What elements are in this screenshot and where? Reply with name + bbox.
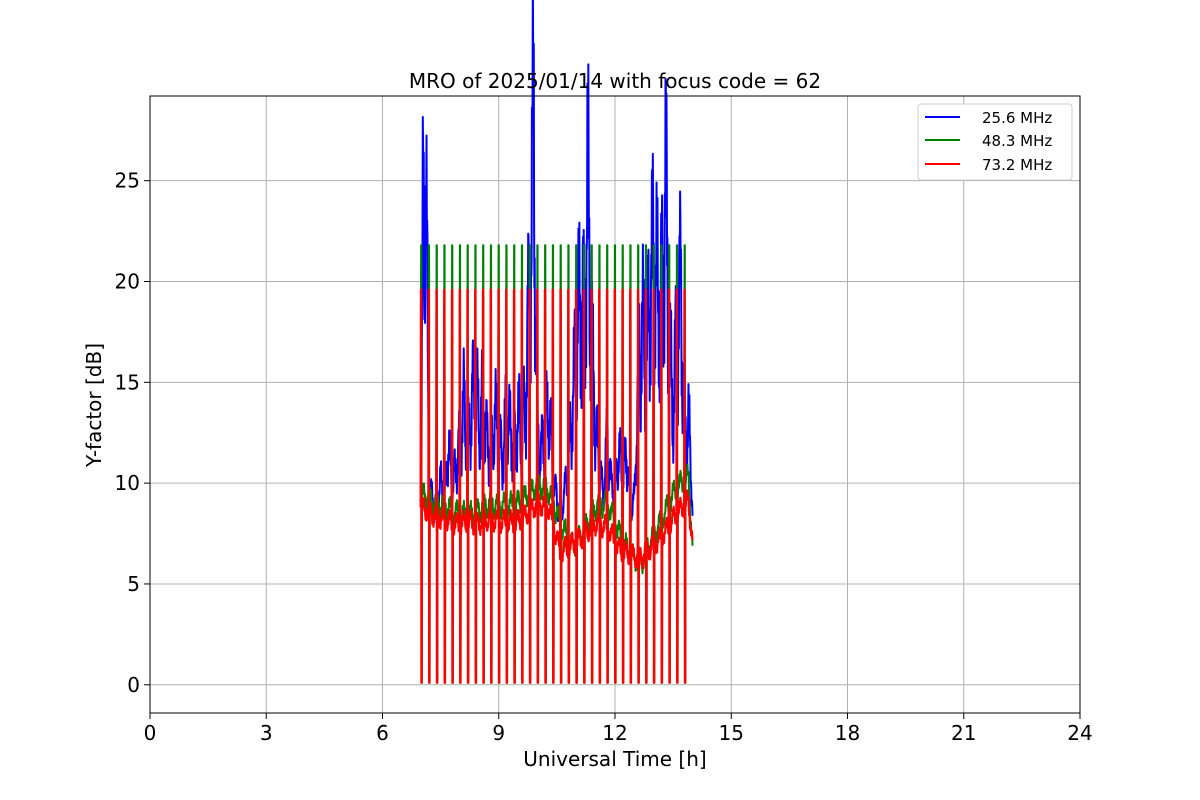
x-tick-label: 0 (144, 721, 157, 745)
legend: 25.6 MHz 48.3 MHz 73.2 MHz (917, 103, 1073, 181)
series-73-2-line (419, 288, 694, 684)
y-tick-label: 20 (115, 270, 140, 294)
x-tick-label: 18 (835, 721, 860, 745)
x-tick-label: 12 (602, 721, 627, 745)
plot-area (419, 0, 694, 684)
legend-label-73-2: 73.2 MHz (982, 156, 1052, 174)
y-tick-label: 5 (127, 572, 140, 596)
x-tick-label: 9 (492, 721, 505, 745)
x-tick-label: 3 (260, 721, 273, 745)
legend-label-48-3: 48.3 MHz (982, 132, 1052, 150)
ticks: 0 3 6 9 12 15 18 21 24 0 5 10 15 20 25 (115, 169, 1093, 745)
chart-title: MRO of 2025/01/14 with focus code = 62 (409, 69, 821, 93)
y-tick-label: 10 (115, 471, 140, 495)
x-tick-label: 6 (376, 721, 389, 745)
y-axis-label: Y-factor [dB] (82, 343, 106, 468)
y-tick-label: 0 (127, 673, 140, 697)
x-tick-label: 24 (1067, 721, 1092, 745)
x-tick-label: 21 (951, 721, 976, 745)
legend-box (917, 103, 1073, 181)
x-tick-label: 15 (719, 721, 744, 745)
y-tick-label: 25 (115, 169, 140, 193)
y-tick-label: 15 (115, 370, 140, 394)
legend-label-25-6: 25.6 MHz (982, 109, 1052, 127)
x-axis-label: Universal Time [h] (523, 747, 706, 771)
